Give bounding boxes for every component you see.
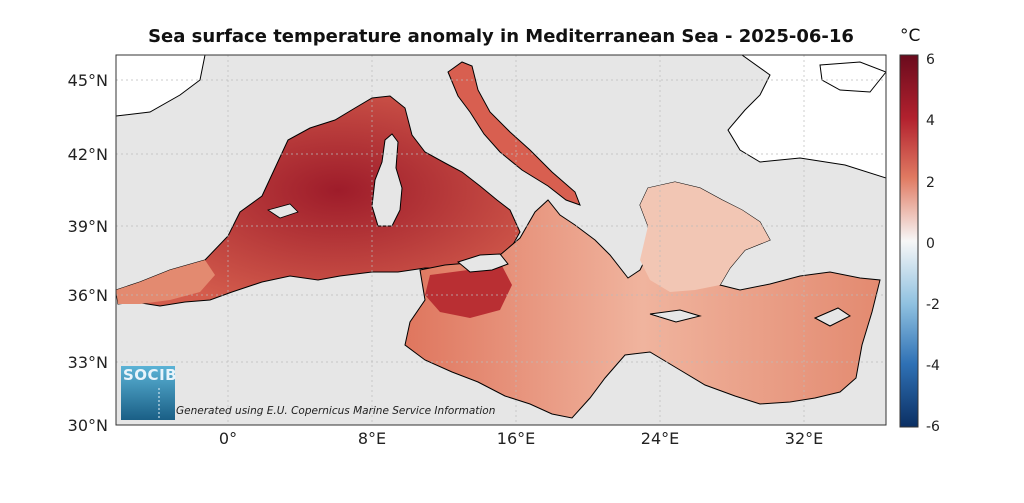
lon-label-8e: 8°E [358,429,386,448]
colorbar-tick-neg2: -2 [926,297,940,313]
lon-label-16e: 16°E [497,429,535,448]
colorbar-tick-4: 4 [926,113,935,129]
lat-label-42: 42°N [68,145,108,164]
atlantic-mask [116,55,206,117]
lon-label-32e: 32°E [785,429,823,448]
sicily [456,253,509,273]
colorbar-tick-0: 0 [926,236,935,252]
cyprus [813,307,851,327]
colorbar-tick-2: 2 [926,175,935,191]
western-basin [116,95,521,307]
colorbar: 6 4 2 0 -2 -4 -6 [899,52,940,435]
sicily-channel-hotspot [425,262,512,318]
colorbar-tick-neg4: -4 [926,358,940,374]
lon-label-24e: 24°E [641,429,679,448]
lat-label-45: 45°N [68,71,108,90]
corsica-sardinia [371,133,403,227]
balearic-islands [267,203,299,219]
colorbar-tick-6: 6 [926,52,935,68]
lat-label-39: 39°N [68,217,108,236]
colorbar-unit: °C [900,26,921,46]
socib-logo: SOCIB [121,366,178,420]
aegean-sea [640,182,770,292]
colorbar-scale [899,54,919,428]
graticule [116,55,886,425]
adriatic-sea [447,61,581,206]
lat-label-36: 36°N [68,286,108,305]
lat-label-30: 30°N [68,416,108,435]
logo-text: SOCIB [123,366,178,384]
crete [649,309,702,323]
colorbar-tick-neg6: -6 [926,419,940,435]
copernicus-credit: Generated using E.U. Copernicus Marine S… [176,405,496,417]
map-title: Sea surface temperature anomaly in Medit… [148,26,854,47]
alboran-sea [116,260,215,304]
latitude-axis: 45°N 42°N 39°N 36°N 33°N 30°N [68,71,108,435]
lat-label-33: 33°N [68,353,108,372]
longitude-axis: 0° 8°E 16°E 24°E 32°E [219,429,823,448]
lon-label-0: 0° [219,429,237,448]
